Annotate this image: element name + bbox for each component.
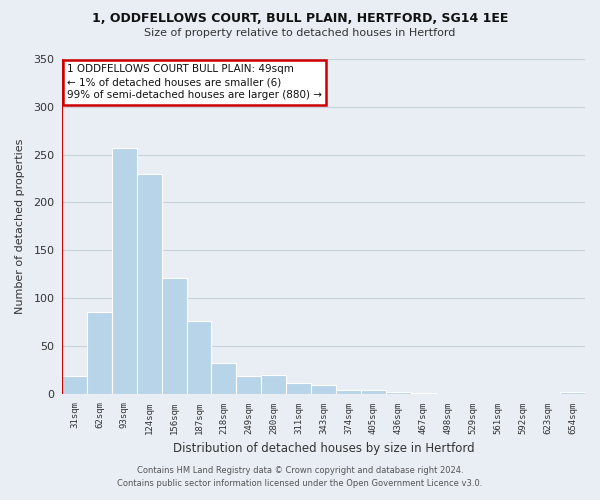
Bar xyxy=(137,174,161,394)
Bar xyxy=(87,312,112,394)
X-axis label: Distribution of detached houses by size in Hertford: Distribution of detached houses by size … xyxy=(173,442,475,455)
Bar xyxy=(161,278,187,394)
Text: Size of property relative to detached houses in Hertford: Size of property relative to detached ho… xyxy=(145,28,455,38)
Bar xyxy=(62,376,87,394)
Bar xyxy=(386,392,410,394)
Bar xyxy=(112,148,137,394)
Bar xyxy=(286,384,311,394)
Text: Contains HM Land Registry data © Crown copyright and database right 2024.
Contai: Contains HM Land Registry data © Crown c… xyxy=(118,466,482,487)
Bar xyxy=(311,385,336,394)
Text: 1 ODDFELLOWS COURT BULL PLAIN: 49sqm
← 1% of detached houses are smaller (6)
99%: 1 ODDFELLOWS COURT BULL PLAIN: 49sqm ← 1… xyxy=(67,64,322,100)
Bar xyxy=(560,392,585,394)
Bar xyxy=(410,393,436,394)
Bar xyxy=(211,363,236,394)
Bar xyxy=(361,390,386,394)
Text: 1, ODDFELLOWS COURT, BULL PLAIN, HERTFORD, SG14 1EE: 1, ODDFELLOWS COURT, BULL PLAIN, HERTFOR… xyxy=(92,12,508,26)
Bar xyxy=(187,321,211,394)
Bar xyxy=(236,376,261,394)
Bar xyxy=(336,390,361,394)
Bar xyxy=(261,374,286,394)
Y-axis label: Number of detached properties: Number of detached properties xyxy=(15,138,25,314)
